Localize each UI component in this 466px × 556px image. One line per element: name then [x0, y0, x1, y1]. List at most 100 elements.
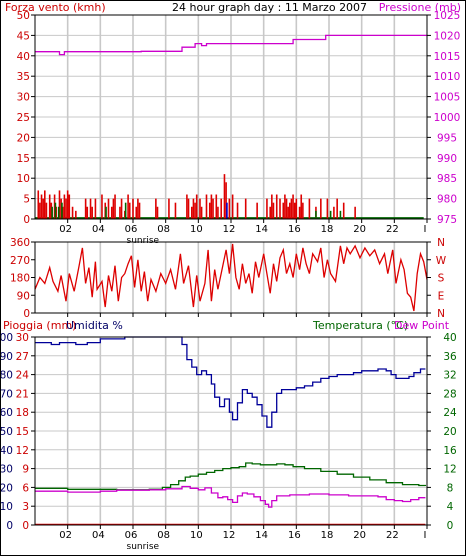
direction-ytick-right-label: W	[436, 255, 447, 267]
wind-panel-grid	[35, 15, 427, 219]
humidity-ytick-left2-label: 50	[0, 426, 13, 438]
humidity-xtick-label: I	[424, 530, 427, 541]
wind-ytick-left-label: 15	[17, 153, 30, 165]
humidity-ytick-left-label: 30	[16, 332, 29, 344]
wind-xtick-label: 02	[59, 224, 72, 235]
wind-xtick-label: 22	[386, 224, 399, 235]
wind-ytick-left-label: 45	[17, 30, 30, 42]
wind-xtick-label: 06	[125, 224, 138, 235]
wind-ytick-left-label: 50	[17, 10, 30, 22]
wind-ytick-right-label: 985	[437, 173, 457, 185]
direction-ytick-right-label: S	[438, 273, 445, 285]
humidity-ytick-right-label: 36	[443, 351, 457, 363]
direction-ytick-left-label: 270	[10, 255, 30, 267]
wind-ytick-right-label: 1005	[434, 92, 461, 104]
humidity-ytick-left-label: 24	[16, 370, 30, 382]
wind-ytick-left-label: 35	[17, 71, 30, 83]
wind-ytick-left-label: 20	[17, 132, 30, 144]
humidity-xtick-label: 14	[255, 530, 268, 541]
direction-ytick-left-label: 0	[23, 308, 30, 320]
temperature-line	[35, 462, 427, 491]
chart-title: 24 hour graph day : 11 Marzo 2007	[172, 1, 367, 14]
wind-ytick-left-label: 25	[17, 112, 30, 124]
direction-panel-grid	[66, 242, 396, 313]
humidity-axis-title: Umidita %	[66, 319, 123, 332]
humidity-ytick-left-label: 0	[22, 520, 29, 532]
humidity-xtick-label: 10	[190, 530, 203, 541]
humidity-ytick-left-label: 12	[16, 445, 29, 457]
humidity-ytick-left-label: 3	[22, 501, 29, 513]
wind-ytick-right-label: 1020	[434, 30, 461, 42]
wind-ytick-right-label: 995	[437, 132, 457, 144]
dewpoint-line	[35, 485, 426, 508]
wind-xtick-label: 08	[157, 224, 170, 235]
direction-ytick-left-label: 180	[10, 273, 30, 285]
wind-panel-series	[35, 34, 427, 219]
humidity-panel-grid	[35, 337, 427, 525]
humidity-panel-series	[35, 336, 427, 526]
humidity-xtick-label: 22	[386, 530, 399, 541]
humidity-ytick-left2-label: 90	[0, 351, 13, 363]
humidity-ytick-right-label: 4	[447, 501, 454, 513]
wind-xtick-label: 18	[321, 224, 334, 235]
humidity-ytick-left-label: 15	[16, 426, 29, 438]
humidity-sunrise-label: sunrise	[127, 542, 160, 552]
humidity-ytick-right-label: 32	[443, 370, 456, 382]
wind-ytick-right-label: 1010	[434, 71, 461, 83]
wind-xtick-label: I	[424, 224, 427, 235]
wind-ytick-right-label: 1015	[434, 51, 461, 63]
humidity-ytick-right-label: 20	[443, 426, 456, 438]
wind-ytick-right-label: 980	[437, 194, 457, 206]
wind-ytick-left-label: 0	[23, 214, 30, 226]
humidity-ytick-right-label: 8	[447, 482, 454, 494]
direction-ytick-right-label: N	[437, 237, 445, 249]
humidity-xtick-label: 08	[157, 530, 170, 541]
wind-panel-ticks: 02 04 06 08 10 12 14 16 18 20 22 I05101520253035404…	[17, 10, 461, 246]
wind-xtick-label: 12	[223, 224, 236, 235]
humidity-ytick-left2-label: 10	[0, 501, 13, 513]
humidity-ytick-right-label: 28	[443, 388, 456, 400]
humidity-ytick-left2-label: 0	[6, 520, 13, 532]
humidity-ytick-left2-label: 100	[0, 332, 13, 344]
wind-ytick-left-label: 10	[17, 173, 30, 185]
humidity-xtick-label: 16	[288, 530, 301, 541]
wind-direction-line	[34, 243, 428, 312]
wind-ytick-left-label: 5	[23, 194, 30, 206]
wind-ytick-right-label: 990	[437, 153, 457, 165]
wind-xtick-label: 16	[288, 224, 301, 235]
wind-ytick-right-label: 975	[437, 214, 457, 226]
pressure-line	[35, 34, 427, 56]
pressure-axis-title: Pressione (mb)	[379, 1, 461, 14]
humidity-ytick-right-label: 16	[443, 445, 457, 457]
humidity-ytick-left2-label: 80	[0, 370, 13, 382]
humidity-ytick-left2-label: 30	[0, 464, 13, 476]
wind-ytick-right-label: 1025	[434, 10, 461, 22]
humidity-ytick-left2-label: 20	[0, 482, 13, 494]
humidity-ytick-left-label: 9	[22, 464, 29, 476]
humidity-ytick-left2-label: 60	[0, 407, 13, 419]
rain-axis-title: Pioggia (mm)	[3, 319, 76, 332]
humidity-ytick-left-label: 18	[16, 407, 29, 419]
direction-ytick-right-label: N	[437, 308, 445, 320]
humidity-ytick-right-label: 12	[443, 464, 456, 476]
direction-ytick-left-label: 90	[17, 290, 30, 302]
humidity-ytick-left2-label: 70	[0, 388, 13, 400]
humidity-line	[35, 336, 426, 428]
wind-xtick-label: 14	[255, 224, 268, 235]
humidity-panel-ticks: 02 04 06 08 10 12 14 16 18 20 22 I03691215182124273…	[0, 332, 457, 552]
direction-ytick-right-label: E	[438, 290, 445, 302]
humidity-ytick-left-label: 27	[16, 351, 29, 363]
wind-xtick-label: 04	[92, 224, 105, 235]
wind-sunrise-label: sunrise	[127, 236, 160, 246]
direction-panel-series	[34, 243, 428, 312]
humidity-ytick-left2-label: 40	[0, 445, 13, 457]
humidity-xtick-label: 18	[321, 530, 334, 541]
humidity-xtick-label: 12	[223, 530, 236, 541]
humidity-xtick-label: 02	[59, 530, 72, 541]
humidity-xtick-label: 20	[353, 530, 366, 541]
humidity-temperature-panel: Pioggia (mm) Umidita % Temperatura (°C) …	[0, 319, 457, 552]
wind-ytick-right-label: 1000	[434, 112, 461, 124]
